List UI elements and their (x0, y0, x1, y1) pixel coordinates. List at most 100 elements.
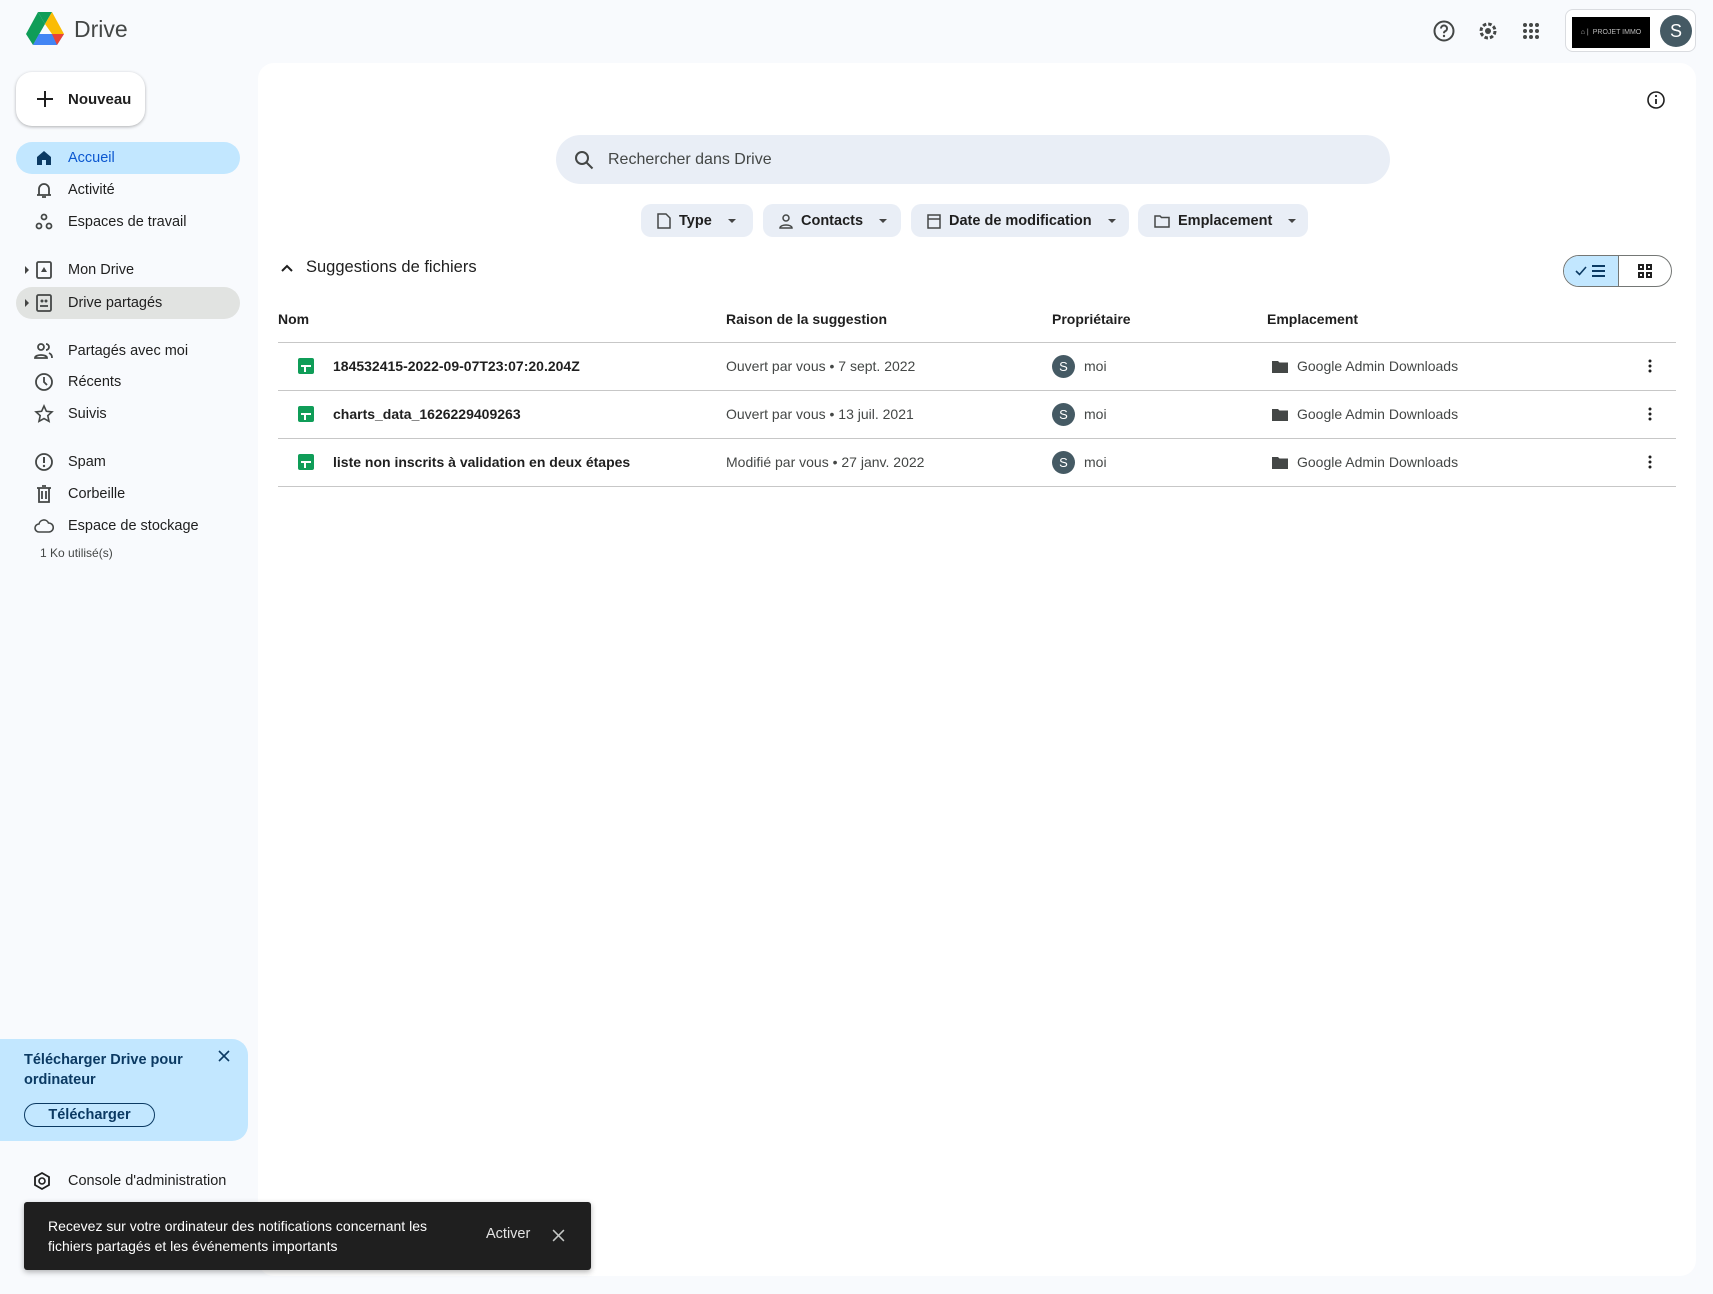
divider (278, 486, 1676, 487)
sidebar-item-home[interactable]: Accueil (16, 142, 240, 174)
table-row[interactable]: charts_data_1626229409263 Ouvert par vou… (278, 390, 1676, 438)
help-icon (1433, 20, 1455, 42)
filter-type[interactable]: Type (641, 204, 753, 237)
more-actions-button[interactable] (1638, 342, 1662, 390)
folder-outline-icon (1154, 214, 1170, 228)
column-header-location: Emplacement (1267, 311, 1359, 327)
my-drive-icon (36, 261, 52, 279)
app-name: Drive (74, 15, 128, 42)
download-drive-promo: Télécharger Drive pour ordinateur Téléch… (0, 1039, 248, 1141)
details-button[interactable] (1643, 87, 1669, 113)
search-icon[interactable] (574, 150, 594, 170)
google-sheets-icon (298, 454, 314, 470)
more-vert-icon (1648, 407, 1652, 421)
google-sheets-icon (298, 358, 314, 374)
owner-avatar: S (1052, 402, 1075, 426)
promo-close-button[interactable] (214, 1046, 234, 1066)
suggested-files-header[interactable]: Suggestions de fichiers (280, 258, 477, 277)
dropdown-arrow-icon (727, 218, 736, 223)
column-header-reason: Raison de la suggestion (726, 311, 888, 327)
grid-view-button[interactable] (1619, 256, 1671, 286)
suggestion-reason: Modifié par vous • 27 janv. 2022 (726, 454, 925, 470)
sidebar-item-recent[interactable]: Récents (16, 366, 240, 398)
download-button[interactable]: Télécharger (24, 1103, 155, 1127)
enable-notifications-button[interactable]: Activer (486, 1226, 531, 1242)
file-name[interactable]: liste non inscrits à validation en deux … (333, 454, 631, 470)
drive-logo[interactable]: Drive (26, 12, 128, 46)
file-name[interactable]: 184532415-2022-09-07T23:07:20.204Z (333, 358, 580, 374)
workspaces-icon (35, 213, 53, 230)
more-vert-icon (1648, 359, 1652, 373)
search-input[interactable] (608, 150, 1308, 169)
sidebar-item-storage[interactable]: Espace de stockage (16, 510, 240, 542)
filter-location[interactable]: Emplacement (1138, 204, 1308, 237)
bell-icon (37, 183, 51, 198)
dropdown-arrow-icon (1107, 218, 1116, 223)
suggestion-reason: Ouvert par vous • 7 sept. 2022 (726, 358, 916, 374)
home-icon (37, 151, 51, 165)
snackbar-message: Recevez sur votre ordinateur des notific… (48, 1218, 427, 1254)
file-location[interactable]: Google Admin Downloads (1272, 438, 1458, 486)
notification-snackbar: Recevez sur votre ordinateur des notific… (24, 1202, 591, 1270)
filter-modified-date[interactable]: Date de modification (911, 204, 1129, 237)
drive-logo-icon (26, 12, 64, 45)
more-actions-button[interactable] (1638, 438, 1662, 486)
account-switcher[interactable]: ⌂ | PROJET IMMO S (1565, 9, 1696, 52)
sidebar-item-activity[interactable]: Activité (16, 174, 240, 206)
column-header-name[interactable]: Nom (278, 311, 310, 327)
sidebar-item-starred[interactable]: Suivis (16, 398, 240, 430)
divider (278, 342, 1676, 343)
apps-button[interactable] (1514, 14, 1548, 48)
admin-console-link[interactable]: Console d'administration (32, 1171, 226, 1191)
sidebar-item-shared-drives[interactable]: Drive partagés (16, 287, 240, 319)
file-location[interactable]: Google Admin Downloads (1272, 342, 1458, 390)
sidebar-item-spam[interactable]: Spam (16, 446, 240, 478)
list-view-icon (1575, 265, 1605, 277)
file-icon (657, 212, 671, 229)
sidebar-item-shared-with-me[interactable]: Partagés avec moi (16, 335, 240, 367)
settings-button[interactable] (1471, 14, 1505, 48)
help-button[interactable] (1427, 14, 1461, 48)
trash-icon (37, 485, 51, 503)
snackbar-close-button[interactable] (548, 1225, 568, 1245)
info-icon (1647, 91, 1665, 109)
spam-icon (35, 453, 53, 471)
sidebar-item-trash[interactable]: Corbeille (16, 478, 240, 510)
expand-caret-icon[interactable] (25, 299, 29, 307)
file-name[interactable]: charts_data_1626229409263 (333, 406, 521, 422)
apps-grid-icon (1523, 23, 1539, 39)
filter-contacts[interactable]: Contacts (763, 204, 901, 237)
admin-console-icon (34, 1171, 50, 1191)
sidebar-item-my-drive[interactable]: Mon Drive (16, 254, 240, 286)
storage-used: 1 Ko utilisé(s) (40, 546, 113, 560)
list-view-button[interactable] (1564, 256, 1619, 286)
folder-icon (1272, 360, 1288, 373)
people-icon (34, 343, 53, 359)
chevron-up-icon (281, 264, 293, 272)
table-row[interactable]: liste non inscrits à validation en deux … (278, 438, 1676, 486)
clock-icon (35, 373, 53, 391)
search-bar[interactable] (556, 135, 1390, 184)
plus-icon (37, 91, 53, 107)
organization-logo: ⌂ | PROJET IMMO (1572, 17, 1650, 48)
sidebar-item-workspaces[interactable]: Espaces de travail (16, 206, 240, 238)
view-toggle[interactable] (1563, 255, 1672, 287)
shared-drives-icon (36, 294, 52, 312)
new-button[interactable]: Nouveau (16, 72, 145, 126)
account-avatar[interactable]: S (1660, 15, 1692, 47)
close-icon (552, 1229, 564, 1241)
grid-view-icon (1638, 264, 1652, 278)
more-actions-button[interactable] (1638, 390, 1662, 438)
owner-avatar: S (1052, 354, 1075, 378)
suggestion-reason: Ouvert par vous • 13 juil. 2021 (726, 406, 914, 422)
owner-avatar: S (1052, 450, 1075, 474)
table-row[interactable]: 184532415-2022-09-07T23:07:20.204Z Ouver… (278, 342, 1676, 390)
dropdown-arrow-icon (879, 218, 888, 223)
google-sheets-icon (298, 406, 314, 422)
expand-caret-icon[interactable] (25, 266, 29, 274)
file-location[interactable]: Google Admin Downloads (1272, 390, 1458, 438)
folder-icon (1272, 408, 1288, 421)
more-vert-icon (1648, 455, 1652, 469)
